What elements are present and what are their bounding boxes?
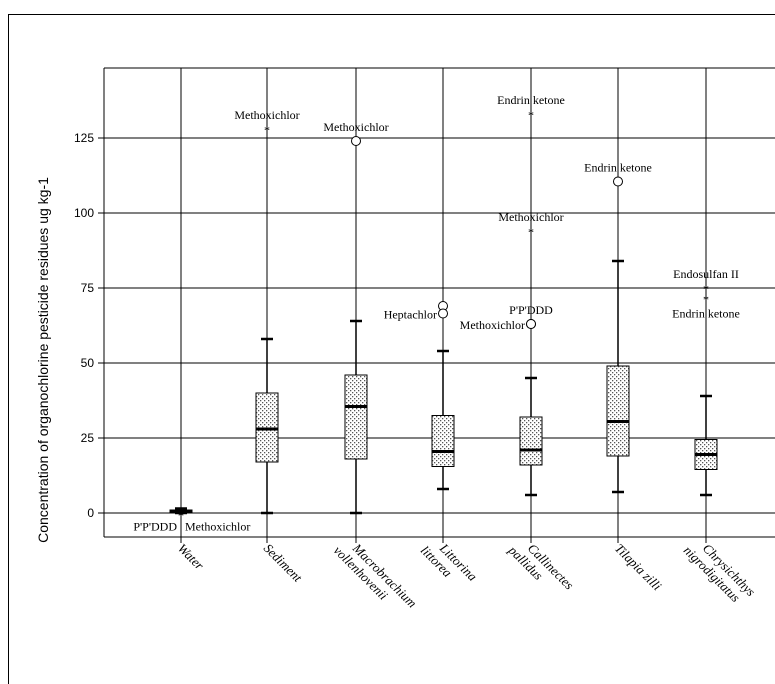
y-tick-label: 0 [87, 506, 94, 520]
outlier-label: Heptachlor [384, 308, 437, 322]
box-sediment [255, 337, 279, 515]
outlier-label: Methoxichlor [185, 520, 250, 534]
outlier-star: * [703, 282, 709, 296]
y-tick-label: 125 [74, 131, 94, 145]
chart-frame [8, 14, 775, 684]
x-tick-label: Callinectespallidus [505, 531, 577, 603]
x-tick-label: Sediment [261, 541, 306, 586]
x-tick-label: Tilapia zilli [612, 541, 665, 594]
outlier-label: Methoxichlor [498, 210, 563, 224]
outlier-star: * [178, 509, 184, 523]
x-tick-label: Littorinalittorea [418, 532, 481, 595]
outlier-circle [526, 319, 536, 329]
iqr-box [344, 374, 368, 460]
outlier-label: Methoxichlor [234, 108, 299, 122]
x-tick-label: Water [175, 541, 208, 574]
outlier-star: * [528, 225, 534, 239]
y-tick-label: 100 [74, 206, 94, 220]
iqr-box [606, 365, 630, 457]
outlier-label: Methoxichlor [323, 120, 388, 134]
outlier-star: * [264, 123, 270, 137]
box-chrysichthys-nigrodigitatus [694, 394, 718, 497]
outlier-star: * [178, 509, 184, 523]
outlier-label: Endosulfan II [673, 267, 739, 281]
box-tilapia-zilli [606, 259, 630, 494]
y-tick-label: 25 [81, 431, 95, 445]
iqr-box [431, 415, 455, 467]
outlier-label: Endrin ketone [497, 93, 565, 107]
outlier-circle [613, 176, 623, 187]
box-callinectes-pallidus [519, 376, 543, 497]
tick-labels: 0 25 50 75 100 125 Water Sediment Macrobrachiumv… [74, 131, 759, 621]
axes [98, 67, 775, 543]
y-tick-label: 50 [81, 356, 95, 370]
y-tick-label: 75 [81, 281, 95, 295]
outlier-star: * [703, 293, 709, 307]
boxes [169, 259, 718, 515]
iqr-box [519, 416, 543, 466]
box-water [169, 507, 193, 515]
outlier-label: P'P'DDD [509, 303, 553, 317]
outlier-star: * [528, 108, 534, 122]
x-tick-label: Chrysichthysnigrodigitatus [681, 532, 759, 610]
box-littorina-littorea [431, 349, 455, 491]
outlier-label: Methoxichlor [460, 318, 525, 332]
box-macrobrachium-vollenhovenii [344, 319, 368, 515]
outlier-label: P'P'DDD [133, 520, 177, 534]
outliers: *P'P'DDD*Methoxichlor*MethoxichlorMethox… [133, 93, 740, 534]
outlier-circle [438, 308, 448, 319]
x-tick-label: Macrobrachiumvollenhovenii [331, 532, 420, 621]
outlier-label: Endrin ketone [672, 307, 740, 321]
outlier-label: Endrin ketone [584, 161, 652, 175]
outlier-circle [351, 136, 361, 146]
